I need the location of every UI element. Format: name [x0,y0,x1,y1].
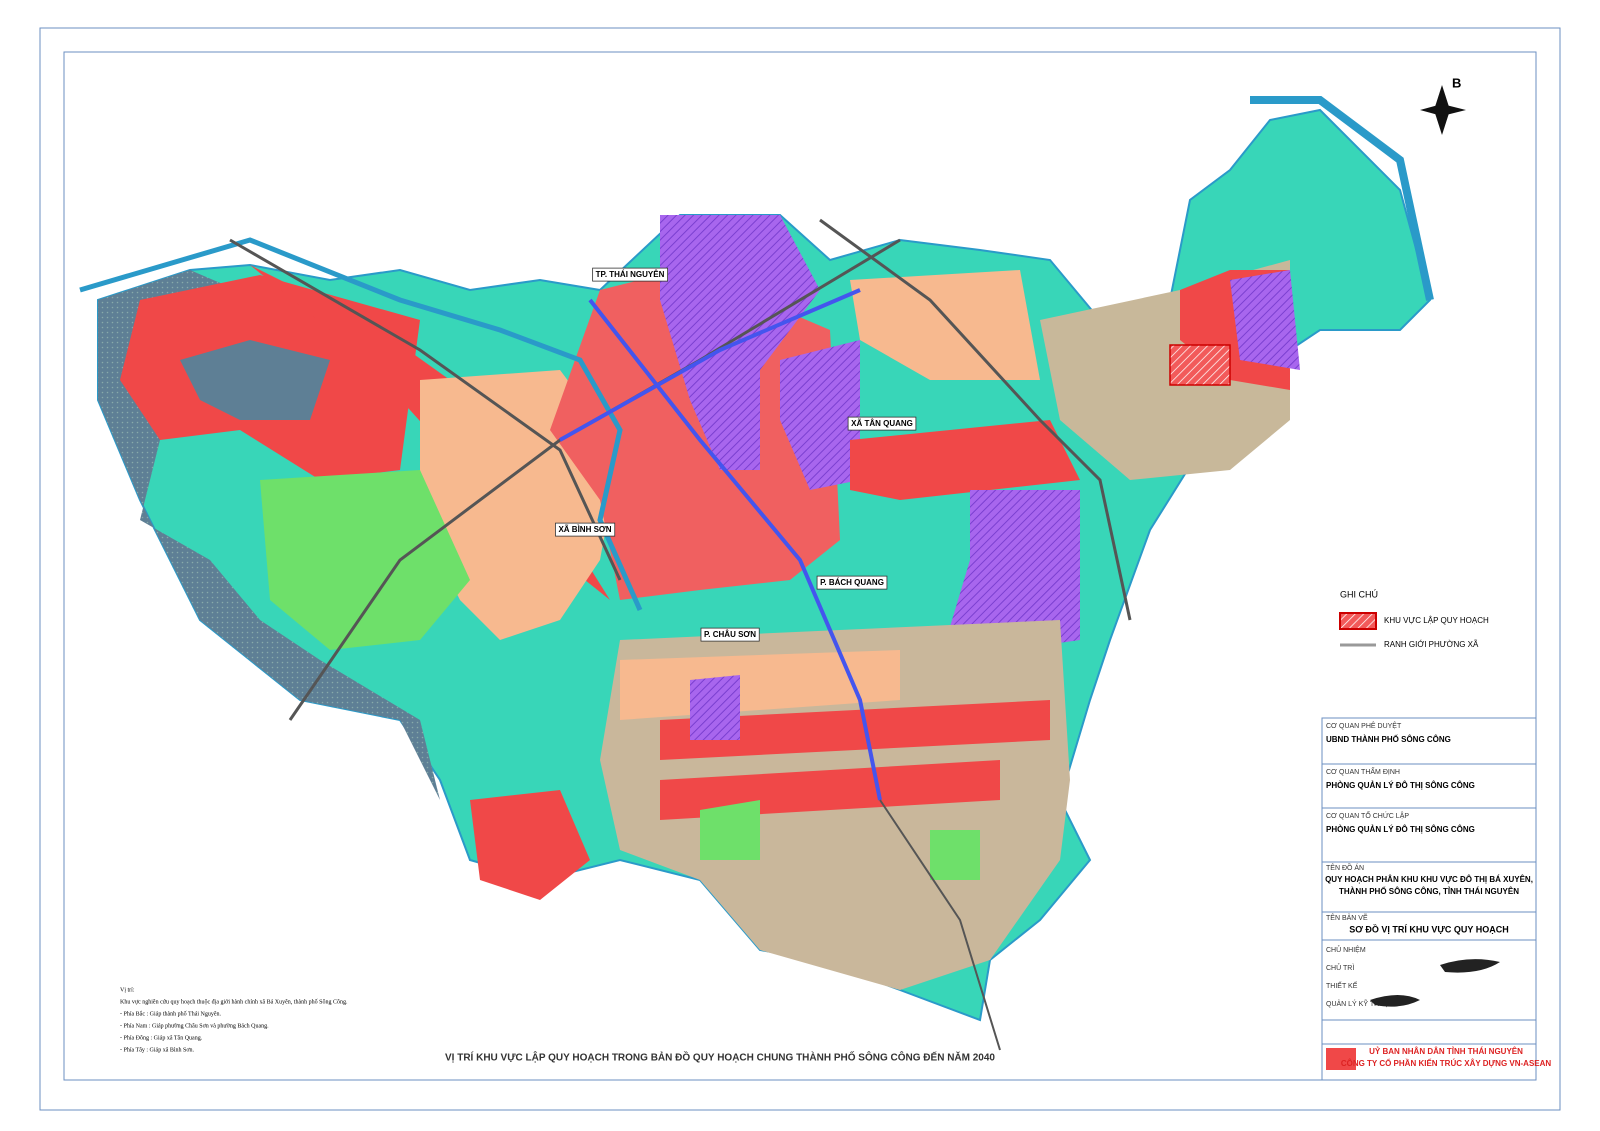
place-label: P. BÁCH QUANG [820,578,884,587]
note-line: - Phía Đông : Giáp xã Tân Quang. [120,1035,203,1041]
south-industrial [690,675,740,740]
role: CHỦ TRÌ [1326,963,1354,972]
field-label: TÊN ĐỒ ÁN [1326,862,1364,872]
signatures [1370,959,1500,1007]
center-avenue [660,700,1050,760]
notes-heading: Vị trí: [120,987,135,993]
project-name: THÀNH PHỐ SÔNG CÔNG, TỈNH THÁI NGUYÊN [1339,886,1519,896]
legend: GHI CHÚ KHU VỰC LẬP QUY HOẠCH RANH GIỚI … [1339,589,1489,649]
drawing-name: SƠ ĐỒ VỊ TRÍ KHU VỰC QUY HOẠCH [1349,923,1509,934]
north-arrow: B [1420,75,1466,135]
place-label: P. CHÂU SƠN [704,630,756,639]
note-line: - Phía Tây : Giáp xã Bình Sơn. [120,1047,195,1053]
river [1250,96,1434,301]
east-commercial [850,420,1080,500]
cau-river [79,237,643,612]
appraisal-agency: PHÒNG QUẢN LÝ ĐÔ THỊ SÔNG CÔNG [1326,781,1475,790]
place-label-box [592,267,668,282]
organizer: PHÒNG QUẢN LÝ ĐÔ THỊ SÔNG CÔNG [1326,825,1475,834]
note-line: - Phía Nam : Giáp phường Châu Sơn và phư… [120,1023,269,1029]
role: THIẾT KẾ [1326,980,1358,990]
highway-3 [819,218,1132,621]
park [700,800,760,860]
inner-frame [63,51,1537,1081]
place-labels: TP. THÁI NGUYÊN XÃ TÂN QUANG XÃ BÌNH SƠN P.… [555,267,917,642]
legend-item: RANH GIỚI PHƯỜNG XÃ [1384,640,1479,649]
south-road [879,799,1001,1051]
legend-item: KHU VỰC LẬP QUY HOẠCH [1384,616,1489,625]
notes: Vị trí: Khu vực nghiên cứu quy hoạch thu… [120,987,348,1053]
reservoir-zone [180,340,330,420]
north-label: B [1452,75,1461,90]
role: QUẢN LÝ KỸ THUẬT [1326,999,1394,1008]
southwest-zone [470,790,590,900]
tan-quang-residential [850,270,1040,380]
stadium [930,830,980,880]
field-label: CƠ QUAN THẨM ĐỊNH [1326,767,1400,776]
outer-frame [39,27,1561,1111]
place-label: XÃ TÂN QUANG [851,419,913,428]
place-label-box [816,575,888,590]
place-label: TP. THÁI NGUYÊN [596,270,665,279]
note-line: Khu vực nghiên cứu quy hoạch thuộc địa g… [120,998,348,1005]
planning-area [1169,344,1231,386]
project-name: QUY HOẠCH PHÂN KHU KHU VỰC ĐÔ THỊ BÁ XUY… [1325,875,1533,884]
company-logo [1326,1048,1356,1070]
ba-xuyen-industrial [1230,270,1300,370]
role: CHỦ NHIỆM [1326,945,1366,954]
legend-title: GHI CHÚ [1340,589,1378,599]
field-label: CƠ QUAN PHÊ DUYỆT [1326,721,1402,730]
expressway [229,238,622,581]
place-label-box [555,522,616,537]
industrial-park-east [780,340,860,490]
place-label-box [700,627,760,642]
place-label-box [847,416,917,431]
industrial-park-southeast [940,490,1080,660]
field-label: TÊN BẢN VẼ [1326,913,1368,922]
approval-agency: UBND THÀNH PHỐ SÔNG CÔNG [1326,734,1451,744]
place-label: XÃ BÌNH SƠN [558,525,611,534]
title-block: CƠ QUAN PHÊ DUYỆT UBND THÀNH PHỐ SÔNG CÔ… [1321,717,1552,1081]
main-road [588,298,882,801]
agency-name: UỶ BAN NHÂN DÂN TỈNH THÁI NGUYÊN [1369,1047,1523,1056]
company-name: CÔNG TY CỔ PHẦN KIẾN TRÚC XÂY DỰNG VN-AS… [1341,1058,1552,1068]
field-label: CƠ QUAN TỔ CHỨC LẬP [1326,811,1409,820]
legend-swatch [1339,612,1377,630]
connector-road [559,288,861,442]
note-line: - Phía Bắc : Giáp thành phố Thái Nguyên. [120,1010,222,1017]
map-title: VỊ TRÍ KHU VỰC LẬP QUY HOẠCH TRONG BẢN Đ… [445,1050,995,1064]
green-zone [260,470,470,650]
